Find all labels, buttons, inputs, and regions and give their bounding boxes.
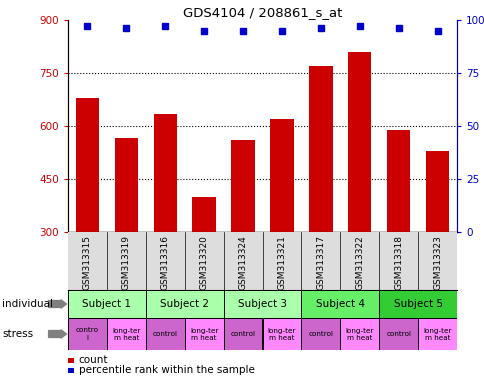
Bar bbox=[68, 318, 106, 350]
Text: long-ter
m heat: long-ter m heat bbox=[423, 328, 451, 341]
Text: GSM313320: GSM313320 bbox=[199, 235, 208, 290]
Bar bbox=[262, 318, 301, 350]
Text: stress: stress bbox=[2, 329, 33, 339]
Bar bbox=[301, 318, 340, 350]
Bar bbox=[417, 318, 456, 350]
Bar bbox=[153, 114, 177, 338]
Text: long-ter
m heat: long-ter m heat bbox=[345, 328, 373, 341]
Text: count: count bbox=[78, 355, 108, 365]
Text: long-ter
m heat: long-ter m heat bbox=[112, 328, 140, 341]
Bar bbox=[76, 98, 99, 338]
Bar bbox=[270, 119, 293, 338]
Text: GSM313318: GSM313318 bbox=[393, 235, 402, 290]
Bar bbox=[146, 318, 184, 350]
Text: Subject 3: Subject 3 bbox=[238, 299, 287, 309]
Bar bbox=[386, 129, 409, 338]
Bar bbox=[378, 318, 417, 350]
Bar bbox=[348, 52, 371, 338]
Text: GSM313324: GSM313324 bbox=[238, 235, 247, 290]
Text: control: control bbox=[385, 331, 410, 337]
Bar bbox=[425, 151, 448, 338]
Bar bbox=[68, 290, 146, 318]
Bar bbox=[308, 66, 332, 338]
Text: GSM313322: GSM313322 bbox=[354, 235, 363, 290]
Text: long-ter
m heat: long-ter m heat bbox=[190, 328, 218, 341]
Text: Subject 1: Subject 1 bbox=[82, 299, 131, 309]
Bar bbox=[378, 290, 456, 318]
Text: GSM313319: GSM313319 bbox=[121, 235, 131, 290]
Bar bbox=[223, 318, 262, 350]
Text: Subject 2: Subject 2 bbox=[160, 299, 209, 309]
Bar bbox=[146, 290, 223, 318]
Bar bbox=[231, 140, 254, 338]
Text: Subject 4: Subject 4 bbox=[315, 299, 364, 309]
Bar bbox=[184, 318, 223, 350]
Bar bbox=[106, 318, 146, 350]
Text: control: control bbox=[152, 331, 177, 337]
Bar bbox=[301, 290, 378, 318]
Text: long-ter
m heat: long-ter m heat bbox=[267, 328, 296, 341]
Text: percentile rank within the sample: percentile rank within the sample bbox=[78, 365, 254, 375]
Text: GSM313317: GSM313317 bbox=[316, 235, 325, 290]
Bar bbox=[114, 138, 138, 338]
Text: control: control bbox=[230, 331, 255, 337]
Bar bbox=[340, 318, 378, 350]
Text: GSM313315: GSM313315 bbox=[83, 235, 92, 290]
Text: GSM313316: GSM313316 bbox=[160, 235, 169, 290]
Text: GSM313323: GSM313323 bbox=[432, 235, 441, 290]
Text: Subject 5: Subject 5 bbox=[393, 299, 442, 309]
Text: GSM313321: GSM313321 bbox=[277, 235, 286, 290]
Bar bbox=[192, 197, 215, 338]
Bar bbox=[223, 290, 301, 318]
Text: control: control bbox=[308, 331, 333, 337]
Text: individual: individual bbox=[2, 299, 53, 309]
Title: GDS4104 / 208861_s_at: GDS4104 / 208861_s_at bbox=[182, 6, 342, 19]
Text: contro
l: contro l bbox=[76, 328, 99, 341]
